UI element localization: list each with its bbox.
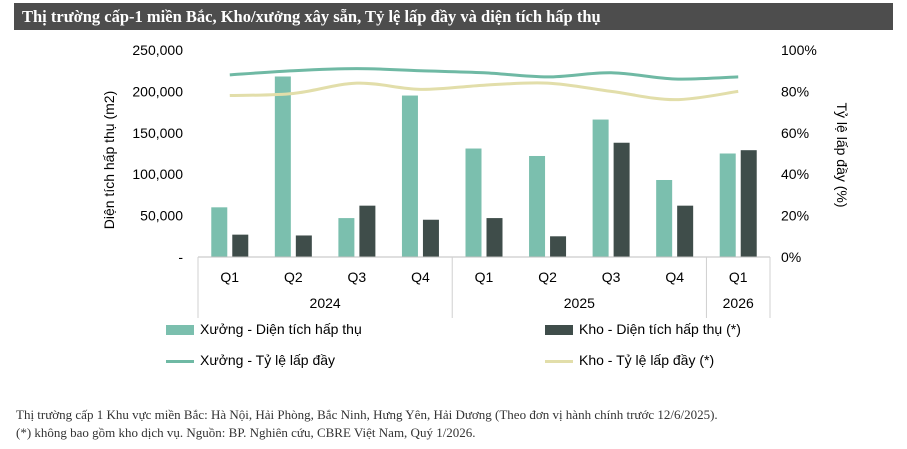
bar-kho-area bbox=[550, 236, 567, 257]
y-axis-right-label: Tỷ lệ lấp đầy (%) bbox=[834, 102, 850, 207]
y-left-tick-label: 50,000 bbox=[140, 208, 183, 224]
x-tick-label: Q4 bbox=[411, 269, 430, 285]
bar-xuong-area bbox=[529, 155, 546, 257]
y-left-tick-label: - bbox=[178, 249, 183, 265]
legend-swatch bbox=[545, 359, 573, 363]
y-right-tick-label: 80% bbox=[781, 83, 809, 99]
bar-xuong-area bbox=[719, 153, 736, 257]
legend-item-kho-occupancy: Kho - Tỷ lệ lấp đầy (*) bbox=[545, 352, 714, 368]
y-axis-left-label: Diện tích hấp thụ (m2) bbox=[101, 91, 117, 230]
line-kho-occupancy bbox=[229, 81, 739, 102]
x-tick-label: Q4 bbox=[665, 269, 684, 285]
legend-swatch bbox=[166, 325, 194, 336]
x-group-label: 2026 bbox=[723, 295, 754, 311]
legend-swatch bbox=[166, 359, 194, 363]
legend-item-xuong-area: Xưởng - Diện tích hấp thụ bbox=[166, 321, 362, 337]
y-left-tick-label: 100,000 bbox=[132, 166, 183, 182]
bar-xuong-area bbox=[656, 179, 673, 257]
x-group-label: 2024 bbox=[310, 295, 341, 311]
title-bar: Thị trường cấp-1 miền Bắc, Kho/xưởng xây… bbox=[14, 3, 893, 30]
legend-label: Xưởng - Tỷ lệ lấp đầy bbox=[200, 352, 336, 368]
y-right-tick-label: 60% bbox=[781, 125, 809, 141]
y-right-tick-label: 100% bbox=[781, 42, 817, 58]
y-left-tick-label: 200,000 bbox=[132, 83, 183, 99]
bar-xuong-area bbox=[338, 218, 355, 257]
combo-chart: - 50,000 100,000 150,000 200,000 250,000 0% 20… bbox=[101, 42, 850, 318]
bar-kho-area bbox=[677, 205, 694, 257]
footnote: Thị trường cấp 1 Khu vực miền Bắc: Hà Nộ… bbox=[16, 406, 896, 442]
chart-title: Thị trường cấp-1 miền Bắc, Kho/xưởng xây… bbox=[22, 7, 601, 26]
y-right-tick-label: 0% bbox=[781, 249, 801, 265]
x-tick-label: Q1 bbox=[729, 269, 748, 285]
y-right-tick-label: 20% bbox=[781, 208, 809, 224]
bar-kho-area bbox=[486, 218, 503, 257]
legend-label: Kho - Tỷ lệ lấp đầy (*) bbox=[579, 352, 715, 368]
x-tick-label: Q1 bbox=[220, 269, 239, 285]
y-left-tick-label: 250,000 bbox=[132, 42, 183, 58]
footnote-line-1: Thị trường cấp 1 Khu vực miền Bắc: Hà Nộ… bbox=[16, 407, 718, 422]
legend-swatch bbox=[545, 325, 573, 336]
bar-xuong-area bbox=[401, 95, 418, 257]
bar-kho-area bbox=[422, 219, 439, 257]
bar-xuong-area bbox=[211, 207, 228, 257]
bar-kho-area bbox=[613, 142, 630, 257]
footnote-line-2: (*) không bao gồm kho dịch vụ. Nguồn: BP… bbox=[16, 425, 476, 440]
y-right-tick-label: 40% bbox=[781, 166, 809, 182]
y-left-tick-label: 150,000 bbox=[132, 125, 183, 141]
bar-xuong-area bbox=[592, 119, 609, 257]
x-tick-label: Q1 bbox=[475, 269, 494, 285]
x-group-label: 2025 bbox=[564, 295, 595, 311]
bar-xuong-area bbox=[274, 76, 291, 257]
bar-xuong-area bbox=[465, 148, 482, 257]
bar-kho-area bbox=[295, 235, 312, 257]
legend-item-xuong-occupancy: Xưởng - Tỷ lệ lấp đầy bbox=[166, 352, 335, 368]
legend-label: Xưởng - Diện tích hấp thụ bbox=[200, 321, 362, 337]
x-tick-label: Q2 bbox=[538, 269, 557, 285]
legend-label: Kho - Diện tích hấp thụ (*) bbox=[579, 321, 741, 337]
bar-kho-area bbox=[232, 234, 249, 257]
x-tick-label: Q2 bbox=[284, 269, 303, 285]
x-tick-label: Q3 bbox=[602, 269, 621, 285]
bar-kho-area bbox=[740, 150, 757, 257]
bar-kho-area bbox=[359, 205, 376, 257]
x-tick-label: Q3 bbox=[348, 269, 367, 285]
legend-item-kho-area: Kho - Diện tích hấp thụ (*) bbox=[545, 321, 741, 337]
line-xuong-occupancy bbox=[229, 67, 739, 81]
